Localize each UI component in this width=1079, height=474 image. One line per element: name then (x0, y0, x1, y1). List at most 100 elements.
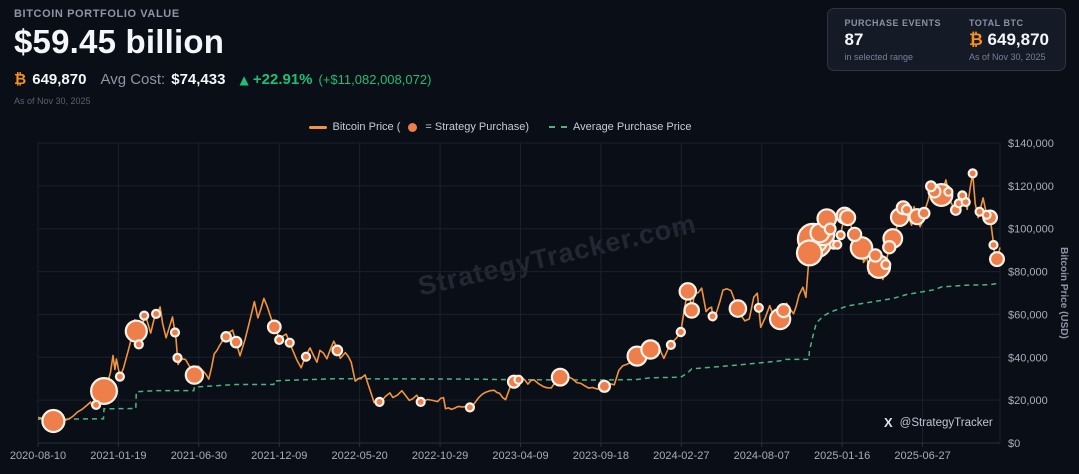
svg-text:$100,000: $100,000 (1008, 224, 1054, 236)
purchase-bubble[interactable] (665, 339, 677, 350)
purchase-bubble[interactable] (678, 282, 698, 301)
svg-text:2021-06-30: 2021-06-30 (171, 450, 227, 462)
purchase-bubble[interactable] (184, 365, 205, 385)
y-axis-title: Bitcoin Price (USD) (1058, 247, 1069, 339)
purchase-bubble[interactable] (139, 310, 150, 321)
twitter-handle[interactable]: X @StrategyTracker (884, 415, 993, 430)
grid (37, 142, 1001, 447)
avg-cost-label: Avg Cost: (100, 71, 166, 88)
legend-bitcoin-price-suffix: = Strategy Purchase) (425, 121, 530, 133)
purchase-bubble[interactable] (832, 239, 843, 250)
purchase-bubble[interactable] (124, 319, 148, 343)
x-axis-labels: 2020-08-10 2021-01-19 2021-06-30 2021-12-09… (10, 450, 951, 462)
purchase-bubble[interactable] (464, 402, 475, 413)
avg-line-swatch-icon (549, 126, 568, 128)
svg-text:2020-08-10: 2020-08-10 (10, 450, 66, 462)
legend-bitcoin-price-prefix: Bitcoin Price ( (332, 121, 401, 133)
avg-price-line (37, 282, 1000, 420)
change-abs: (+$11,082,008,072) (318, 72, 432, 87)
twitter-handle-text: @StrategyTracker (899, 416, 993, 429)
purchase-bubble[interactable] (846, 226, 863, 243)
purchase-dot-icon (408, 122, 418, 132)
svg-text:$120,000: $120,000 (1008, 181, 1054, 193)
as-of-date: As of Nov 30, 2025 (14, 96, 91, 106)
purchase-bubble[interactable] (728, 299, 748, 318)
purchase-bubble[interactable] (172, 352, 183, 363)
portfolio-header: BITCOIN PORTFOLIO VALUE $59.45 billion ₿… (14, 8, 431, 106)
purchase-bubble[interactable] (823, 222, 837, 236)
purchase-bubble[interactable] (838, 209, 857, 227)
portfolio-value-label: BITCOIN PORTFOLIO VALUE (14, 8, 180, 20)
purchase-bubble[interactable] (707, 311, 718, 322)
legend-bitcoin-price[interactable]: Bitcoin Price ( = Strategy Purchase) (308, 121, 530, 133)
x-logo-icon: X (884, 415, 893, 430)
purchase-bubble[interactable] (597, 379, 612, 393)
purchase-bubble[interactable] (957, 190, 968, 201)
purchase-bubble[interactable] (683, 302, 700, 319)
purchase-events-label: PURCHASE EVENTS (844, 18, 941, 28)
purchase-events-value: 87 (844, 30, 864, 49)
purchase-bubble[interactable] (229, 335, 243, 349)
purchase-events-stat: PURCHASE EVENTS 87 in selected range (844, 18, 941, 62)
purchase-bubble[interactable] (835, 230, 846, 241)
purchase-bubble[interactable] (284, 337, 295, 348)
purchase-bubble[interactable] (988, 251, 1005, 268)
svg-text:2023-09-18: 2023-09-18 (573, 450, 629, 462)
svg-text:2024-08-07: 2024-08-07 (734, 450, 790, 462)
portfolio-value: $59.45 billion (14, 23, 225, 60)
purchase-bubble[interactable] (924, 180, 937, 193)
purchase-bubble[interactable] (753, 302, 764, 313)
purchase-bubble[interactable] (300, 351, 312, 362)
svg-text:$140,000: $140,000 (1008, 138, 1054, 150)
portfolio-stats: ₿ 649,870 Avg Cost: $74,433 ▲ +22.91% (+$… (14, 70, 431, 88)
legend-average-purchase-label: Average Purchase Price (573, 121, 692, 133)
purchase-bubble[interactable] (114, 371, 126, 382)
purchase-bubble[interactable] (967, 168, 978, 179)
purchase-bubble[interactable] (640, 339, 661, 360)
purchase-bubble[interactable] (868, 248, 883, 263)
avg-cost-value: $74,433 (171, 71, 226, 88)
btc-icon: ₿ (968, 30, 983, 50)
purchase-bubble[interactable] (974, 206, 985, 217)
legend-average-purchase-price[interactable]: Average Purchase Price (549, 121, 691, 133)
total-btc-stat: TOTAL BTC ₿ 649,870 As of Nov 30, 2025 (969, 18, 1049, 62)
purchase-bubble[interactable] (331, 344, 344, 357)
purchase-bubble[interactable] (415, 396, 426, 407)
purchase-bubble[interactable] (882, 239, 897, 255)
purchase-bubble[interactable] (169, 327, 181, 338)
purchase-events-sub: in selected range (844, 52, 913, 62)
purchase-bubble[interactable] (151, 308, 162, 319)
purchase-bubble[interactable] (41, 408, 66, 434)
up-arrow-icon: ▲ (239, 73, 249, 87)
price-line-swatch-icon (308, 125, 327, 129)
svg-text:2025-01-16: 2025-01-16 (814, 450, 870, 462)
purchase-bubble[interactable] (900, 203, 913, 216)
purchase-bubble[interactable] (513, 374, 524, 385)
purchase-bubble[interactable] (220, 330, 232, 343)
svg-text:$0: $0 (1008, 438, 1020, 450)
purchase-bubble[interactable] (550, 367, 570, 387)
purchase-bubble[interactable] (89, 377, 118, 406)
btc-icon: ₿ (14, 70, 27, 88)
purchase-bubble[interactable] (90, 399, 102, 410)
purchase-bubble[interactable] (133, 339, 144, 350)
purchase-bubble[interactable] (880, 259, 892, 271)
total-btc-value: ₿ 649,870 (968, 30, 1049, 50)
purchase-bubble[interactable] (795, 239, 823, 267)
total-btc-sub: As of Nov 30, 2025 (968, 52, 1046, 62)
purchase-bubble[interactable] (775, 303, 792, 319)
y-axis-labels: $0 $20,000 $40,000 $60,000 $80,000 $100,000 $1… (1008, 138, 1054, 450)
purchase-bubble[interactable] (374, 396, 385, 407)
purchase-bubble[interactable] (943, 186, 954, 197)
change-pct: ▲ +22.91% (239, 71, 313, 88)
purchase-bubble[interactable] (917, 206, 931, 220)
purchase-bubble[interactable] (988, 239, 999, 251)
purchase-bubble[interactable] (274, 334, 285, 345)
purchase-bubble[interactable] (266, 319, 282, 335)
purchase-bubble[interactable] (675, 326, 687, 338)
svg-text:2022-05-20: 2022-05-20 (332, 450, 388, 462)
svg-text:$60,000: $60,000 (1008, 309, 1048, 321)
total-btc-label: TOTAL BTC (968, 18, 1024, 28)
